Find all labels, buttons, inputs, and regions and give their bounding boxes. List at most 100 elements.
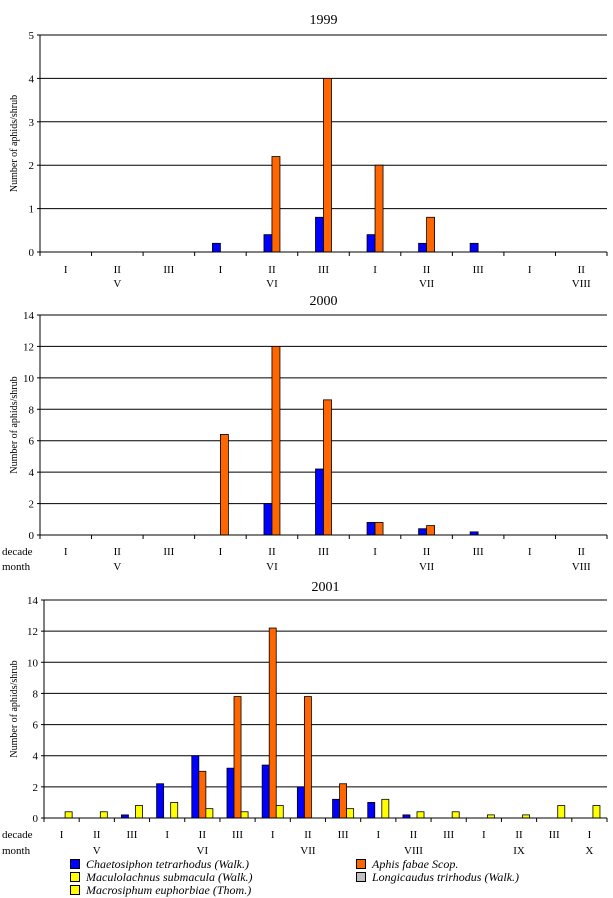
decade-label: II <box>410 829 418 841</box>
decade-label: I <box>60 829 64 841</box>
decade-label: III <box>338 829 349 841</box>
bar <box>315 216 324 253</box>
bar <box>198 770 207 819</box>
legend-item-macrosiphum: Macrosiphum euphorbiae (Thom.) <box>70 884 251 897</box>
decade-label: II <box>578 546 586 558</box>
decade-label: II <box>304 829 312 841</box>
month-label: V <box>93 845 101 857</box>
bar <box>366 234 376 253</box>
decade-label: I <box>64 546 68 558</box>
bar <box>592 805 601 819</box>
bar <box>332 798 340 819</box>
month-label: X <box>585 845 593 857</box>
row-label-decade: decade <box>2 546 33 558</box>
bar <box>263 503 273 536</box>
y-tick-label: 1 <box>29 204 35 216</box>
y-tick-label: 0 <box>33 813 39 825</box>
row-label-month: month <box>2 845 31 857</box>
bar <box>156 783 165 819</box>
bar <box>240 811 249 819</box>
legend-swatch <box>70 885 80 896</box>
bar <box>451 811 460 819</box>
bar <box>170 802 179 819</box>
y-tick-label: 12 <box>23 341 34 353</box>
bar <box>271 346 281 536</box>
legend-item-chaetosiphon: Chaetosiphon tetrarhodus (Walk.) <box>70 858 249 871</box>
legend-swatch <box>356 872 366 883</box>
row-label-month: month <box>2 561 31 573</box>
decade-label: III <box>318 546 329 558</box>
decade-label: II <box>93 829 101 841</box>
bar <box>205 808 214 819</box>
decade-label: I <box>64 264 68 276</box>
legend-swatch <box>70 872 80 883</box>
decade-label: III <box>318 264 329 276</box>
y-tick-label: 10 <box>27 657 39 669</box>
bar <box>226 767 235 819</box>
y-tick-label: 8 <box>33 688 39 700</box>
decade-label: II <box>423 546 431 558</box>
month-label: VI <box>266 561 278 573</box>
month-label: VI <box>266 278 278 290</box>
month-label: VII <box>419 278 435 290</box>
y-axis-label: Number of aphids/shrub <box>9 376 20 473</box>
bar <box>261 764 270 819</box>
legend-label: Longicaudus trirhodus (Walk.) <box>372 870 520 884</box>
legend-label: Chaetosiphon tetrarhodus (Walk.) <box>86 857 250 871</box>
y-tick-label: 6 <box>29 436 35 448</box>
decade-label: II <box>199 829 207 841</box>
bar <box>367 802 376 819</box>
y-tick-label: 4 <box>29 467 35 479</box>
bar <box>99 811 108 819</box>
month-label: IX <box>513 845 525 857</box>
y-tick-label: 12 <box>27 626 38 638</box>
bar <box>303 696 312 819</box>
decade-label: I <box>271 829 275 841</box>
bar <box>315 468 324 536</box>
bar <box>275 805 284 819</box>
y-tick-label: 4 <box>33 751 39 763</box>
decade-label: III <box>443 829 454 841</box>
y-axis-label: Number of aphids/shrub <box>9 95 20 192</box>
decade-label: II <box>114 264 122 276</box>
bar <box>296 786 305 819</box>
bar <box>426 525 435 536</box>
bar <box>416 811 425 819</box>
bar <box>374 164 384 253</box>
row-label-decade: decade <box>2 829 33 841</box>
chart-title: 2001 <box>312 580 340 595</box>
bar <box>469 242 479 253</box>
bar <box>339 783 348 819</box>
decade-label: I <box>376 829 380 841</box>
bar <box>64 811 73 819</box>
decade-label: I <box>528 546 532 558</box>
decade-label: II <box>578 264 586 276</box>
decade-label: I <box>373 264 377 276</box>
bar <box>366 522 376 536</box>
decade-label: III <box>473 546 484 558</box>
month-label: VI <box>197 845 209 857</box>
bar <box>271 156 281 253</box>
bar <box>135 805 143 819</box>
decade-label: I <box>373 546 377 558</box>
month-label: VIII <box>404 845 423 857</box>
decade-label: III <box>232 829 243 841</box>
y-axis-label: Number of aphids/shrub <box>9 660 20 757</box>
y-tick-label: 14 <box>27 595 39 607</box>
bar <box>233 696 242 819</box>
bar <box>418 242 427 253</box>
y-tick-label: 3 <box>29 117 35 129</box>
chart-title: 2000 <box>310 294 338 309</box>
legend-item-aphis: Aphis fabae Scop. <box>356 858 458 871</box>
decade-label: III <box>163 264 174 276</box>
legend-label: Macrosiphum euphorbiae (Thom.) <box>86 883 252 897</box>
bar <box>346 808 355 819</box>
month-label: VII <box>419 561 435 573</box>
bar <box>323 399 332 536</box>
y-tick-label: 14 <box>23 310 35 322</box>
month-label: V <box>113 561 121 573</box>
decade-label: I <box>219 264 223 276</box>
y-tick-label: 2 <box>29 160 35 172</box>
y-tick-label: 6 <box>33 720 39 732</box>
decade-label: II <box>268 264 276 276</box>
